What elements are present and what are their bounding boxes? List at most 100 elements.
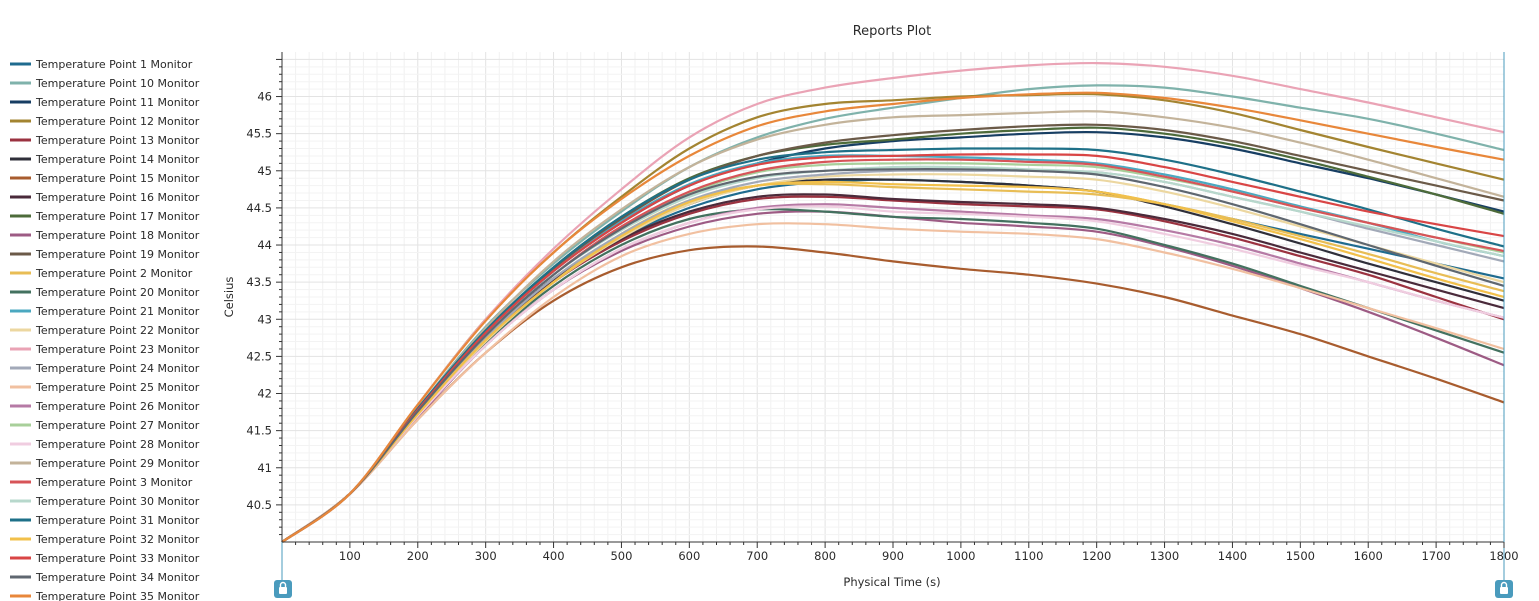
legend-item[interactable]: Temperature Point 29 Monitor bbox=[10, 457, 200, 470]
legend-item[interactable]: Temperature Point 23 Monitor bbox=[10, 343, 200, 356]
legend-item[interactable]: Temperature Point 17 Monitor bbox=[10, 210, 200, 223]
legend-label: Temperature Point 21 Monitor bbox=[35, 305, 200, 318]
legend-label: Temperature Point 2 Monitor bbox=[35, 267, 193, 280]
legend-item[interactable]: Temperature Point 14 Monitor bbox=[10, 153, 200, 166]
x-tick-label: 1600 bbox=[1354, 549, 1383, 563]
y-tick-label: 45.5 bbox=[246, 127, 272, 141]
y-tick-label: 42.5 bbox=[246, 349, 272, 363]
x-tick-label: 600 bbox=[678, 549, 700, 563]
legend-label: Temperature Point 1 Monitor bbox=[35, 58, 193, 71]
y-tick-label: 45 bbox=[257, 164, 272, 178]
legend-item[interactable]: Temperature Point 3 Monitor bbox=[10, 476, 193, 489]
legend-label: Temperature Point 30 Monitor bbox=[35, 495, 200, 508]
legend-label: Temperature Point 33 Monitor bbox=[35, 552, 200, 565]
plot-title: Reports Plot bbox=[853, 24, 932, 39]
legend: Temperature Point 1 Monitor Temperature P… bbox=[10, 58, 200, 601]
legend-label: Temperature Point 31 Monitor bbox=[35, 514, 200, 527]
legend-item[interactable]: Temperature Point 19 Monitor bbox=[10, 248, 200, 261]
y-tick-label: 41.5 bbox=[246, 424, 272, 438]
legend-item[interactable]: Temperature Point 26 Monitor bbox=[10, 400, 200, 413]
legend-item[interactable]: Temperature Point 27 Monitor bbox=[10, 419, 200, 432]
legend-label: Temperature Point 24 Monitor bbox=[35, 362, 200, 375]
x-tick-label: 200 bbox=[407, 549, 429, 563]
legend-label: Temperature Point 25 Monitor bbox=[35, 381, 200, 394]
legend-label: Temperature Point 29 Monitor bbox=[35, 457, 200, 470]
legend-label: Temperature Point 35 Monitor bbox=[35, 590, 200, 601]
y-tick-label: 43 bbox=[257, 312, 272, 326]
legend-label: Temperature Point 20 Monitor bbox=[35, 286, 200, 299]
series-line-18 bbox=[281, 222, 1505, 543]
legend-item[interactable]: Temperature Point 31 Monitor bbox=[10, 514, 200, 527]
x-tick-label: 1300 bbox=[1150, 549, 1179, 563]
x-tick-label: 1100 bbox=[1014, 549, 1043, 563]
right-range-handle[interactable] bbox=[1495, 580, 1513, 598]
series-line-25 bbox=[281, 147, 1505, 543]
legend-item[interactable]: Temperature Point 30 Monitor bbox=[10, 495, 200, 508]
y-tick-label: 46 bbox=[257, 90, 272, 104]
x-tick-label: 1700 bbox=[1421, 549, 1450, 563]
legend-label: Temperature Point 26 Monitor bbox=[35, 400, 200, 413]
series-line-29 bbox=[281, 91, 1505, 543]
series-line-27 bbox=[281, 153, 1505, 543]
x-axis-title: Physical Time (s) bbox=[843, 575, 940, 589]
legend-item[interactable]: Temperature Point 32 Monitor bbox=[10, 533, 200, 546]
legend-item[interactable]: Temperature Point 18 Monitor bbox=[10, 229, 200, 242]
x-tick-label: 500 bbox=[610, 549, 632, 563]
legend-item[interactable]: Temperature Point 15 Monitor bbox=[10, 172, 200, 185]
x-tick-label: 900 bbox=[882, 549, 904, 563]
y-tick-labels: 40.5 41 41.5 42 42.5 43 43.5 44 44.5 45 45.5 46 bbox=[246, 90, 272, 512]
legend-item[interactable]: Temperature Point 16 Monitor bbox=[10, 191, 200, 204]
legend-label: Temperature Point 27 Monitor bbox=[35, 419, 200, 432]
x-tick-label: 1000 bbox=[946, 549, 975, 563]
legend-item[interactable]: Temperature Point 12 Monitor bbox=[10, 115, 200, 128]
legend-label: Temperature Point 19 Monitor bbox=[35, 248, 200, 261]
x-tick-label: 700 bbox=[746, 549, 768, 563]
x-tick-label: 300 bbox=[475, 549, 497, 563]
series-lines bbox=[281, 61, 1505, 543]
y-axis-title: Celsius bbox=[222, 277, 236, 318]
series-line-21 bbox=[281, 205, 1505, 543]
x-tick-label: 1800 bbox=[1489, 549, 1518, 563]
legend-label: Temperature Point 16 Monitor bbox=[35, 191, 200, 204]
legend-item[interactable]: Temperature Point 20 Monitor bbox=[10, 286, 200, 299]
legend-item[interactable]: Temperature Point 33 Monitor bbox=[10, 552, 200, 565]
legend-item[interactable]: Temperature Point 34 Monitor bbox=[10, 571, 200, 584]
x-tick-label: 1200 bbox=[1082, 549, 1111, 563]
x-tick-labels: 100 200 300 400 500 600 700 800 900 1000 1100 1200 1… bbox=[339, 549, 1519, 563]
legend-item[interactable]: Temperature Point 25 Monitor bbox=[10, 381, 200, 394]
legend-label: Temperature Point 18 Monitor bbox=[35, 229, 200, 242]
legend-label: Temperature Point 22 Monitor bbox=[35, 324, 200, 337]
y-tick-label: 40.5 bbox=[246, 498, 272, 512]
x-tick-label: 800 bbox=[814, 549, 836, 563]
x-tick-label: 100 bbox=[339, 549, 361, 563]
legend-item[interactable]: Temperature Point 21 Monitor bbox=[10, 305, 200, 318]
y-tick-label: 41 bbox=[257, 461, 272, 475]
legend-label: Temperature Point 11 Monitor bbox=[35, 96, 200, 109]
legend-label: Temperature Point 17 Monitor bbox=[35, 210, 200, 223]
legend-item[interactable]: Temperature Point 28 Monitor bbox=[10, 438, 200, 451]
series-line-28 bbox=[281, 168, 1505, 543]
y-tick-label: 44.5 bbox=[246, 201, 272, 215]
legend-label: Temperature Point 32 Monitor bbox=[35, 533, 200, 546]
legend-item[interactable]: Temperature Point 1 Monitor bbox=[10, 58, 193, 71]
legend-item[interactable]: Temperature Point 11 Monitor bbox=[10, 96, 200, 109]
legend-item[interactable]: Temperature Point 24 Monitor bbox=[10, 362, 200, 375]
legend-label: Temperature Point 14 Monitor bbox=[35, 153, 200, 166]
legend-item[interactable]: Temperature Point 35 Monitor bbox=[10, 590, 200, 601]
legend-item[interactable]: Temperature Point 10 Monitor bbox=[10, 77, 200, 90]
legend-label: Temperature Point 34 Monitor bbox=[35, 571, 200, 584]
x-tick-label: 400 bbox=[543, 549, 565, 563]
lock-icon bbox=[1500, 587, 1508, 594]
legend-item[interactable]: Temperature Point 22 Monitor bbox=[10, 324, 200, 337]
legend-label: Temperature Point 12 Monitor bbox=[35, 115, 200, 128]
lock-icon bbox=[279, 587, 287, 594]
x-tick-label: 1400 bbox=[1218, 549, 1247, 563]
legend-item[interactable]: Temperature Point 2 Monitor bbox=[10, 267, 193, 280]
legend-label: Temperature Point 15 Monitor bbox=[35, 172, 200, 185]
legend-item[interactable]: Temperature Point 13 Monitor bbox=[10, 134, 200, 147]
axes bbox=[276, 52, 1505, 585]
legend-label: Temperature Point 23 Monitor bbox=[35, 343, 200, 356]
left-range-handle[interactable] bbox=[274, 580, 292, 598]
legend-label: Temperature Point 10 Monitor bbox=[35, 77, 200, 90]
